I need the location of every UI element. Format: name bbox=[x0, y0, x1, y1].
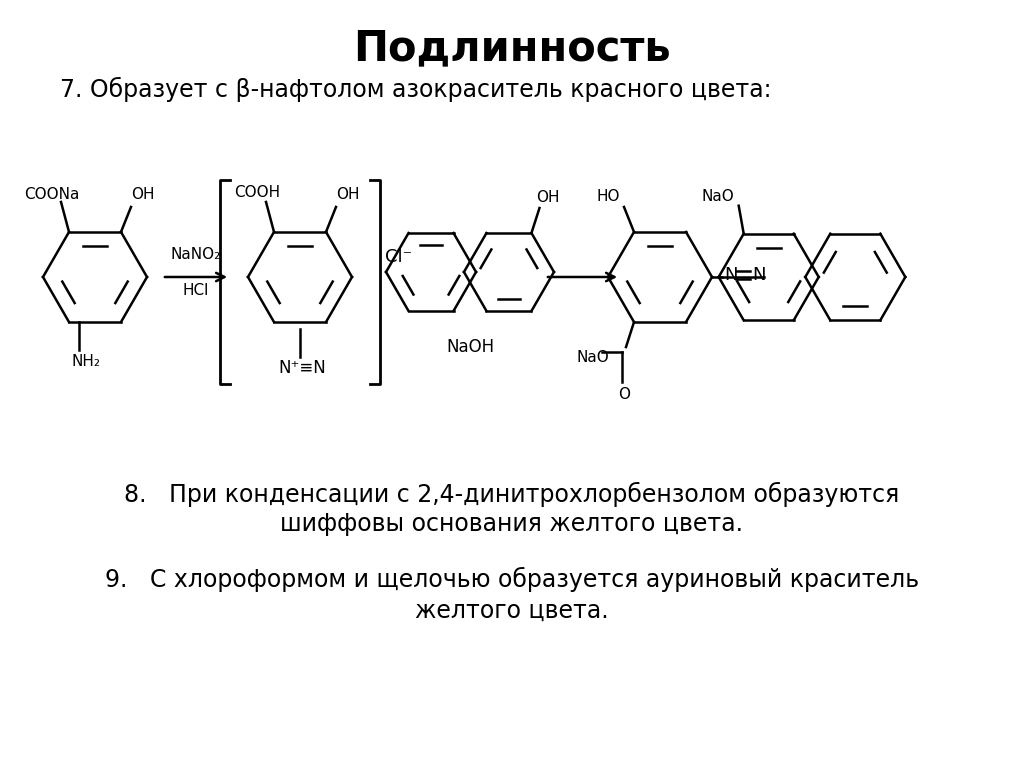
Text: N: N bbox=[724, 266, 737, 284]
Text: NaO: NaO bbox=[577, 350, 609, 364]
Text: NaNO₂: NaNO₂ bbox=[171, 247, 221, 262]
Text: 8.   При конденсации с 2,4-динитрохлорбензолом образуются: 8. При конденсации с 2,4-динитрохлорбенз… bbox=[124, 482, 900, 507]
Text: Подлинность: Подлинность bbox=[353, 27, 671, 69]
Text: OH: OH bbox=[537, 190, 560, 205]
Text: N: N bbox=[752, 266, 766, 284]
Text: N⁺≡N: N⁺≡N bbox=[278, 359, 326, 377]
Text: OH: OH bbox=[131, 187, 155, 202]
Text: 7. Образует с β-нафтолом азокраситель красного цвета:: 7. Образует с β-нафтолом азокраситель кр… bbox=[60, 77, 771, 102]
Text: HO: HO bbox=[596, 189, 620, 204]
Text: шиффовы основания желтого цвета.: шиффовы основания желтого цвета. bbox=[281, 512, 743, 536]
Text: NaOH: NaOH bbox=[445, 338, 494, 356]
Text: HCl: HCl bbox=[183, 283, 209, 298]
Text: COOH: COOH bbox=[234, 185, 281, 200]
Text: 9.   С хлороформом и щелочью образуется ауриновый краситель: 9. С хлороформом и щелочью образуется ау… bbox=[104, 567, 920, 592]
Text: желтого цвета.: желтого цвета. bbox=[415, 599, 609, 623]
Text: OH: OH bbox=[336, 187, 359, 202]
Text: NaO: NaO bbox=[701, 189, 734, 204]
Text: Cl⁻: Cl⁻ bbox=[385, 248, 412, 266]
Text: O: O bbox=[618, 387, 630, 402]
Text: NH₂: NH₂ bbox=[72, 354, 101, 369]
Text: COONa: COONa bbox=[24, 187, 80, 202]
